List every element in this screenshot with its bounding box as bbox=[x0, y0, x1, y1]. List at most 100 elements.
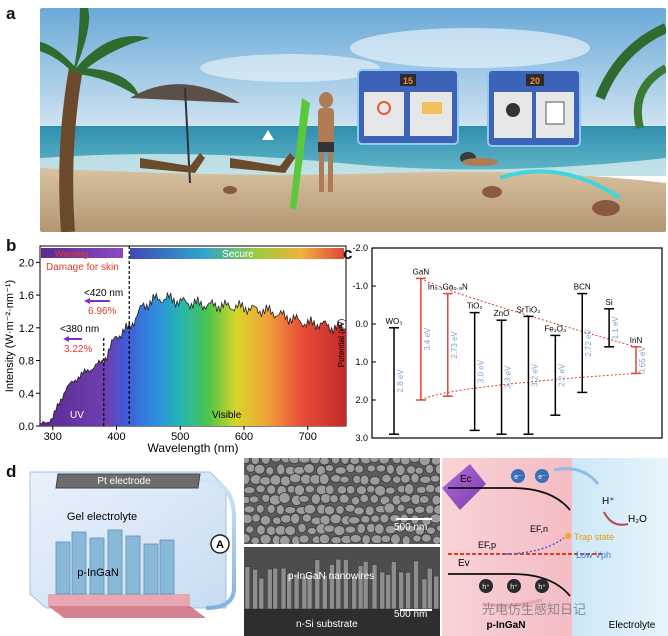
y-tick-label: 1.6 bbox=[19, 290, 34, 302]
sem-grain bbox=[244, 473, 251, 485]
x-tick-label: 600 bbox=[235, 431, 253, 443]
sem-grain bbox=[385, 486, 396, 495]
beach-scene-illustration: 15 20 bbox=[40, 8, 666, 232]
sem-grain bbox=[298, 458, 311, 464]
sem-grain bbox=[356, 522, 366, 535]
sem-grain bbox=[330, 536, 343, 544]
sem-grain bbox=[310, 493, 321, 505]
trap-state-label: Trap state bbox=[574, 532, 614, 542]
sem-grain bbox=[301, 513, 312, 523]
sem-grain bbox=[344, 525, 357, 534]
y-tick-label: 0.8 bbox=[19, 356, 34, 368]
sem-grain bbox=[366, 464, 377, 473]
device-schematic: Pt electrode Gel electrolyte p-InGaN A bbox=[0, 458, 242, 634]
gap-label: 2.72 eV bbox=[584, 329, 593, 357]
sem-nanowire bbox=[379, 571, 386, 610]
sem-nanowire bbox=[426, 567, 433, 610]
y-axis-ticks: -2.0 -1.0 0.0 1.0 2.0 3.0 bbox=[352, 243, 376, 443]
y-tick-label: -1.0 bbox=[352, 281, 368, 291]
sem-grain bbox=[266, 525, 277, 536]
sem-grain bbox=[404, 483, 415, 495]
uv-index-board-left: 15 bbox=[357, 69, 459, 145]
annotation-380nm: <380 nm bbox=[60, 324, 99, 335]
sem-grain bbox=[250, 458, 260, 466]
gap-label: 3.2 eV bbox=[530, 363, 539, 387]
sem-grain bbox=[425, 463, 435, 475]
scale-bar-top bbox=[396, 518, 432, 520]
x-tick-label: 500 bbox=[171, 431, 189, 443]
sem-grain bbox=[245, 463, 256, 473]
sem-grain bbox=[381, 473, 392, 484]
spectrum-fill bbox=[40, 293, 346, 426]
h-plus-label: H⁺ bbox=[602, 496, 615, 507]
swimmer bbox=[460, 152, 498, 166]
sem-grain bbox=[329, 513, 342, 525]
light-beam bbox=[442, 464, 486, 510]
sem-grain bbox=[426, 526, 436, 535]
sem-grain bbox=[253, 463, 266, 475]
sem-nanowire bbox=[252, 568, 258, 610]
sem-nanowire bbox=[272, 567, 279, 610]
sem-grain bbox=[379, 513, 390, 524]
sem-grain bbox=[304, 484, 315, 494]
x-tick-label: 300 bbox=[44, 431, 62, 443]
sem-grain bbox=[369, 458, 380, 463]
sem-grain bbox=[298, 494, 310, 503]
sem-grain bbox=[366, 484, 376, 494]
sem-grain bbox=[284, 506, 297, 515]
warning-label: Warning bbox=[55, 249, 88, 259]
material-label: BCN bbox=[574, 283, 591, 292]
sem-grain bbox=[255, 484, 266, 494]
y-tick-label: 2.0 bbox=[355, 395, 368, 405]
sem-grain bbox=[419, 475, 432, 484]
sem-grain bbox=[329, 494, 339, 504]
sem-grain bbox=[378, 458, 390, 465]
band-diagram: Ec Ev EF,n EF,p Trap state Low Vph e⁻ e⁻… bbox=[442, 458, 668, 636]
sem-grain bbox=[346, 485, 356, 495]
sem-grain bbox=[251, 513, 261, 523]
sem-grain bbox=[425, 483, 436, 493]
sem-grain bbox=[330, 458, 341, 465]
sem-grain bbox=[307, 526, 317, 535]
gap-label: 0.65 eV bbox=[638, 346, 647, 374]
trap-state-dot bbox=[565, 533, 571, 539]
material-label: Si bbox=[606, 298, 613, 307]
sem-grain bbox=[380, 534, 392, 544]
sem-grain bbox=[261, 493, 271, 503]
sem-grain bbox=[395, 524, 405, 533]
x-axis-ticks: 300 400 500 600 700 bbox=[44, 426, 317, 443]
pt-electrode-label: Pt electrode bbox=[97, 476, 151, 487]
sem-grain bbox=[265, 466, 275, 476]
sem-grain bbox=[412, 534, 422, 543]
svg-text:h⁺: h⁺ bbox=[538, 584, 546, 591]
sem-grain bbox=[259, 533, 272, 544]
sem-grain bbox=[284, 525, 297, 536]
nanowire-label: p-InGaN nanowires bbox=[288, 571, 375, 582]
percent-696: 6.96% bbox=[88, 306, 116, 317]
sem-grain bbox=[395, 464, 406, 476]
gap-label: 3.4 eV bbox=[423, 327, 432, 351]
wire bbox=[199, 478, 236, 610]
sem-grain bbox=[359, 493, 369, 503]
scale-label-bottom: 500 nm bbox=[394, 609, 428, 620]
hole-arrow bbox=[481, 598, 543, 607]
sem-grain bbox=[323, 524, 336, 533]
sem-grain bbox=[366, 522, 376, 534]
sem-grain bbox=[290, 513, 301, 525]
sem-grain bbox=[244, 533, 251, 544]
gap-label: 2.2 eV bbox=[557, 363, 566, 387]
sem-grain bbox=[354, 464, 365, 474]
sem-grain bbox=[338, 493, 350, 504]
efp-label: EF,p bbox=[478, 540, 496, 550]
sem-grain bbox=[364, 505, 375, 517]
material-label: InN bbox=[630, 336, 643, 345]
sem-grain bbox=[434, 485, 440, 494]
panel-label-d: d bbox=[6, 462, 17, 481]
sem-grain bbox=[244, 458, 251, 465]
electrons: e⁻ e⁻ bbox=[511, 469, 549, 483]
watermark: 光电仿生感知日记 bbox=[482, 602, 586, 617]
sem-grain bbox=[303, 463, 315, 474]
ammeter-label: A bbox=[216, 539, 224, 551]
sem-grain bbox=[244, 513, 254, 525]
p-ingan-region-label: p-InGaN bbox=[487, 620, 526, 631]
